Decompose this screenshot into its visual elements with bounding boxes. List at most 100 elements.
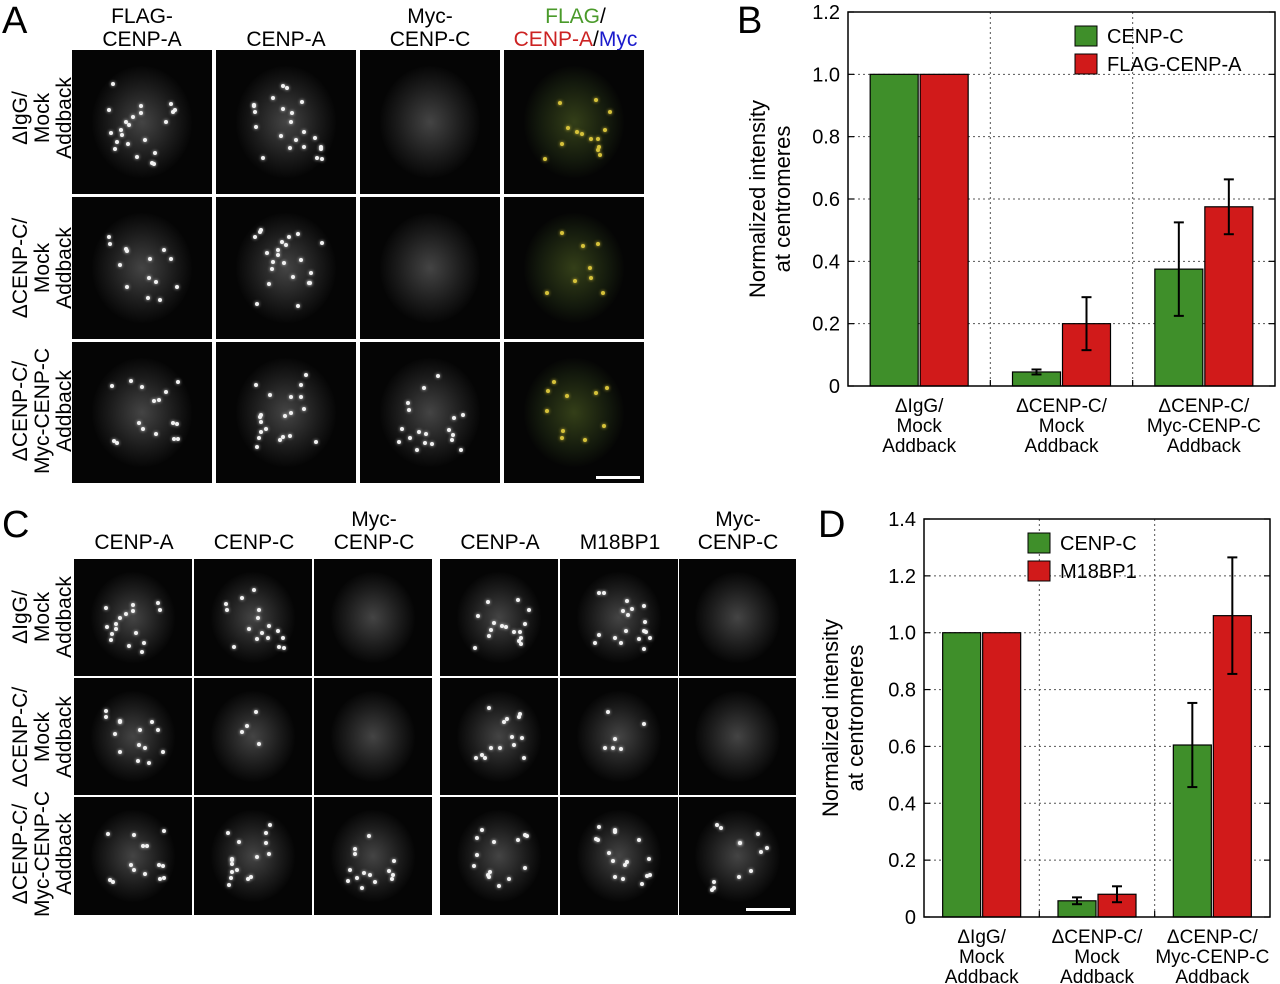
centromere-spot <box>641 646 646 651</box>
centromere-spot <box>313 136 318 141</box>
centromere-spot <box>397 440 402 445</box>
x-category-label: Mock <box>959 947 1005 968</box>
centromere-spot <box>558 101 563 105</box>
centromere-spot <box>749 869 754 874</box>
centromere-spot <box>137 727 142 732</box>
centromere-spot <box>280 240 285 245</box>
panel-a-letter: A <box>2 0 28 42</box>
y-tick-label: 0.4 <box>812 251 840 273</box>
centromere-spot <box>237 839 242 844</box>
panel-c-micrograph-r3-c5 <box>560 797 678 915</box>
centromere-spot <box>258 419 263 424</box>
centromere-spot <box>173 107 178 112</box>
centromere-spot <box>119 133 124 138</box>
x-category-label: Addback <box>1175 967 1249 984</box>
y-tick-label: 1.4 <box>888 509 916 531</box>
centromere-spot <box>157 863 162 868</box>
centromere-spot <box>255 615 260 620</box>
centromere-spot <box>603 745 608 750</box>
centromere-spot <box>524 833 529 838</box>
centromere-spot <box>282 414 287 419</box>
y-tick-label: 0 <box>829 376 840 398</box>
nucleus <box>91 65 193 179</box>
panel-d-letter: D <box>818 504 846 546</box>
centromere-spot <box>103 606 108 611</box>
centromere-spot <box>597 144 602 149</box>
centromere-spot <box>251 588 256 593</box>
centromere-spot <box>169 102 174 107</box>
centromere-spot <box>281 261 286 266</box>
nucleus <box>379 357 481 468</box>
centromere-spot <box>719 826 724 831</box>
centromere-spot <box>255 854 260 859</box>
centromere-spot <box>161 750 166 755</box>
centromere-spot <box>115 441 120 446</box>
panel-c-micrograph-r1-c4 <box>440 559 558 676</box>
centromere-spot <box>107 241 112 246</box>
centromere-spot <box>517 638 522 643</box>
centromere-spot <box>231 645 236 650</box>
centromere-spot <box>360 885 365 890</box>
centromere-spot <box>299 394 304 399</box>
centromere-spot <box>103 709 108 714</box>
centromere-spot <box>612 875 617 880</box>
centromere-spot <box>280 84 285 89</box>
nucleus <box>235 65 337 179</box>
centromere-spot <box>107 878 112 883</box>
centromere-spot <box>105 831 110 836</box>
centromere-spot <box>176 436 181 441</box>
centromere-spot <box>124 248 129 253</box>
centromere-spot <box>613 827 618 832</box>
centromere-spot <box>622 862 627 867</box>
y-axis-label: at centromeres <box>843 645 868 792</box>
centromere-spot <box>156 397 161 402</box>
nucleus <box>90 571 176 664</box>
y-tick-label: 0.6 <box>812 189 840 211</box>
bar-flag-cenp-a <box>1204 206 1254 387</box>
y-tick-label: 0.8 <box>888 680 916 702</box>
centromere-spot <box>175 284 180 289</box>
centromere-spot <box>113 622 118 627</box>
legend-swatch <box>1074 53 1098 75</box>
panel-a-micrograph-r2-c3 <box>360 197 500 339</box>
centromere-spot <box>252 110 257 115</box>
centromere-spot <box>282 646 287 651</box>
panel-a-col-header-1: FLAG- CENP-A <box>72 5 212 51</box>
centromere-spot <box>354 875 359 880</box>
centromere-spot <box>610 858 615 863</box>
panel-d-bar-chart: 00.20.40.60.81.01.21.4ΔIgG/MockAddbackΔC… <box>818 509 1271 984</box>
panel-a-micrograph-r1-c2 <box>216 50 356 194</box>
centromere-spot <box>275 628 280 633</box>
centromere-spot <box>137 742 142 747</box>
centromere-spot <box>248 874 253 879</box>
centromere-spot <box>146 760 151 765</box>
panel-a-micrograph-r3-c1 <box>72 342 212 483</box>
centromere-spot <box>626 613 631 618</box>
centromere-spot <box>488 869 493 874</box>
x-category-label: Myc-CENP-C <box>1147 416 1261 437</box>
centromere-spot <box>565 393 570 398</box>
centromere-spot <box>642 721 647 726</box>
panel-c-col-header-2: CENP-C <box>213 531 295 554</box>
centromere-spot <box>422 441 427 446</box>
y-axis-label: Normalized intensity <box>818 619 843 817</box>
centromere-spot <box>145 295 150 300</box>
centromere-spot <box>715 823 720 828</box>
y-axis-label: at centromeres <box>770 126 795 273</box>
centromere-spot <box>581 244 586 249</box>
centromere-spot <box>267 282 272 287</box>
centromere-spot <box>258 415 263 420</box>
centromere-spot <box>147 257 152 262</box>
centromere-spot <box>604 385 609 390</box>
centromere-spot <box>281 107 286 112</box>
centromere-spot <box>246 626 251 631</box>
centromere-spot <box>289 395 294 400</box>
centromere-spot <box>367 872 372 877</box>
centromere-spot <box>104 624 109 629</box>
centromere-spot <box>362 870 367 875</box>
legend-label: CENP-C <box>1060 533 1137 555</box>
centromere-spot <box>620 877 625 882</box>
centromere-spot <box>488 627 493 632</box>
centromere-spot <box>257 742 262 747</box>
centromere-spot <box>318 146 323 151</box>
